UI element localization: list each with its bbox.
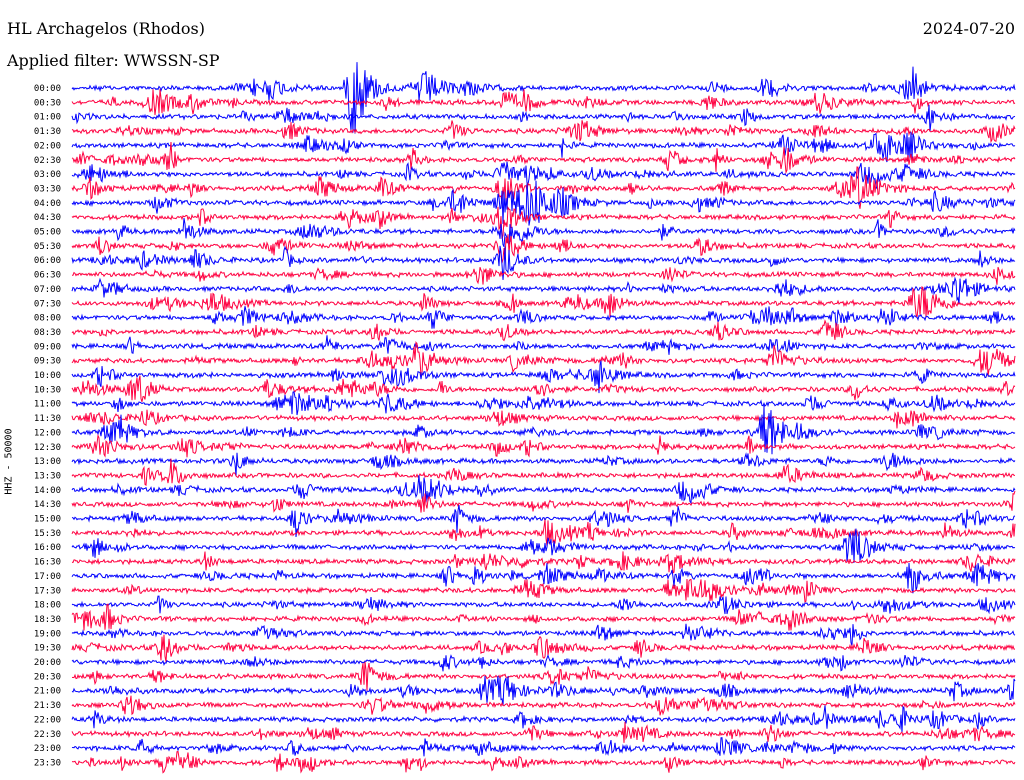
time-tick-label: 17:30 [34,586,61,596]
time-tick-label: 14:30 [34,500,61,510]
seismic-trace [71,141,1016,175]
seismic-trace [71,551,1016,574]
time-tick-label: 04:00 [34,199,61,209]
seismic-trace [71,306,1016,329]
seismic-trace [71,131,1016,163]
time-tick-label: 11:30 [34,414,61,424]
time-tick-label: 23:00 [34,744,61,754]
time-tick-label: 10:00 [34,371,61,381]
seismic-trace [71,661,1016,691]
time-tick-label: 18:00 [34,601,61,611]
seismic-trace [71,62,1016,134]
seismic-trace [71,458,1015,486]
time-tick-label: 06:30 [34,271,61,281]
time-tick-label: 07:00 [34,285,61,295]
time-tick-label: 13:00 [34,457,61,467]
time-tick-label: 22:30 [34,730,61,740]
seismic-trace [71,737,1016,757]
time-tick-label: 04:30 [34,213,61,223]
time-tick-label: 00:00 [34,84,61,94]
time-tick-label: 19:00 [34,629,61,639]
time-tick-label: 07:30 [34,299,61,309]
time-tick-label: 02:30 [34,156,61,166]
time-tick-label: 09:00 [34,342,61,352]
seismic-trace [71,89,1016,116]
time-tick-label: 12:30 [34,443,61,453]
seismic-trace [71,375,1016,402]
time-tick-label: 16:00 [34,543,61,553]
time-tick-label: 15:30 [34,529,61,539]
time-tick-label: 14:00 [34,486,61,496]
time-tick-label: 00:30 [34,98,61,108]
time-tick-label: 13:30 [34,471,61,481]
time-tick-label: 08:30 [34,328,61,338]
seismic-trace [71,104,1016,132]
seismic-trace [71,360,1016,394]
seismic-trace [71,654,1016,672]
seismic-trace [71,245,1016,280]
seismic-trace [71,578,1016,604]
time-tick-label: 20:30 [34,672,61,682]
time-tick-label: 23:30 [34,758,61,768]
time-tick-label: 03:00 [34,170,61,180]
seismic-trace [71,623,1016,646]
filter-label: Applied filter: WWSSN-SP [7,51,220,70]
seismic-trace [71,120,1016,144]
seismic-trace [71,205,1016,240]
time-tick-label: 06:00 [34,256,61,266]
seismic-trace [71,675,1016,706]
seismic-trace [71,409,1016,429]
time-tick-label: 01:00 [34,113,61,123]
station-title: HL Archagelos (Rhodos) [7,19,205,38]
seismic-trace [71,519,1016,546]
time-tick-label: 17:00 [34,572,61,582]
seismic-trace [71,705,1016,733]
seismic-trace [71,276,1016,305]
time-tick-label: 08:00 [34,314,61,324]
seismic-trace [71,528,1016,563]
time-tick-label: 05:30 [34,242,61,252]
time-tick-label: 05:00 [34,228,61,238]
seismic-trace [71,391,1016,416]
time-tick-label: 18:30 [34,615,61,625]
seismic-trace [71,166,1016,209]
seismic-trace [71,335,1016,355]
time-tick-label: 03:30 [34,184,61,194]
seismic-trace [72,266,1016,285]
seismic-trace [71,750,1016,774]
seismic-trace [71,218,1016,248]
seismic-trace [71,475,1016,505]
time-tick-label: 02:00 [34,141,61,151]
time-tick-label: 12:00 [34,428,61,438]
time-tick-label: 22:00 [34,715,61,725]
seismic-trace [71,721,1016,743]
seismic-trace [71,634,1015,662]
seismic-trace [71,319,1016,342]
seismic-trace [71,234,1016,264]
seismic-trace [71,603,1016,631]
seismic-trace [71,452,1016,477]
time-tick-label: 20:00 [34,658,61,668]
time-tick-label: 19:30 [34,644,61,654]
seismic-trace [71,695,1016,716]
seismic-trace [71,504,1016,538]
date-label: 2024-07-20 [922,19,1015,38]
time-tick-label: 21:30 [34,701,61,711]
time-tick-label: 09:30 [34,357,61,367]
seismic-trace [71,285,1016,319]
seismic-trace [71,405,1016,455]
seismic-trace [71,180,1016,226]
seismic-trace [71,595,1016,615]
seismic-trace [71,562,1016,594]
time-tick-label: 21:00 [34,687,61,697]
seismic-trace [71,433,1016,458]
seismic-trace [71,490,1016,513]
time-tick-label: 15:00 [34,515,61,525]
time-tick-label: 16:30 [34,558,61,568]
time-tick-label: 10:30 [34,385,61,395]
seismic-trace [71,341,1016,377]
time-tick-label: 11:00 [34,400,61,410]
time-tick-label: 01:30 [34,127,61,137]
